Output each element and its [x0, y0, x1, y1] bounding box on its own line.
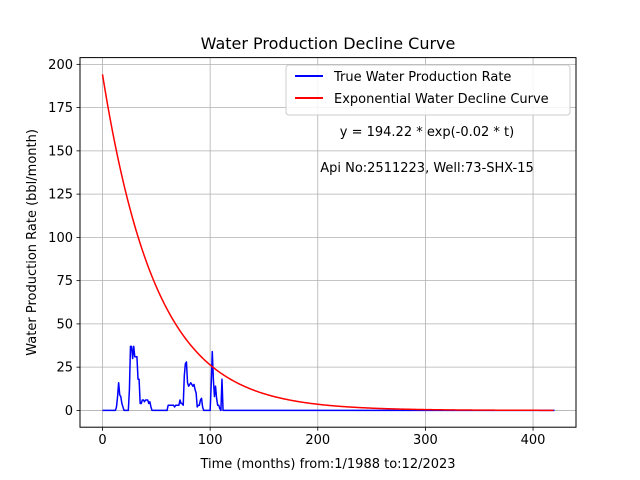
series-layer	[101, 74, 555, 412]
x-tick-label: 100	[198, 433, 223, 448]
y-tick-label: 100	[48, 231, 73, 246]
y-tick-label: 50	[56, 317, 73, 332]
y-tick-label: 125	[48, 188, 73, 203]
x-tick-label: 300	[413, 433, 438, 448]
y-axis-label: Water Production Rate (bbl/month)	[25, 129, 40, 356]
legend-label-decline-curve: Exponential Water Decline Curve	[334, 92, 549, 107]
y-tick-label: 0	[65, 404, 73, 419]
y-tick-label: 175	[48, 101, 73, 116]
series-line-decline-curve	[101, 74, 554, 412]
series-line-true-rate	[102, 345, 555, 412]
chart-title: Water Production Decline Curve	[201, 34, 456, 53]
x-tick-label: 0	[98, 433, 106, 448]
axes-frame	[79, 57, 577, 428]
equation-annotation: y = 194.22 * exp(-0.02 * t)	[340, 125, 514, 140]
y-tick-label: 150	[48, 144, 73, 159]
legend-box	[285, 64, 571, 116]
x-axis-label: Time (months) from:1/1988 to:12/2023	[199, 457, 455, 472]
tick-marks: 0 100 200 300 400 0 25 50 75 100 125 150 175 200	[48, 58, 545, 448]
x-tick-label: 200	[305, 433, 330, 448]
y-tick-label: 200	[48, 58, 73, 73]
well-info-annotation: Api No:2511223, Well:73-SHX-15	[320, 161, 534, 176]
legend: True Water Production Rate Exponential W…	[285, 64, 571, 116]
y-tick-label: 75	[56, 274, 73, 289]
y-tick-label: 25	[56, 361, 73, 376]
legend-label-true-rate: True Water Production Rate	[333, 70, 511, 85]
x-tick-label: 400	[521, 433, 546, 448]
